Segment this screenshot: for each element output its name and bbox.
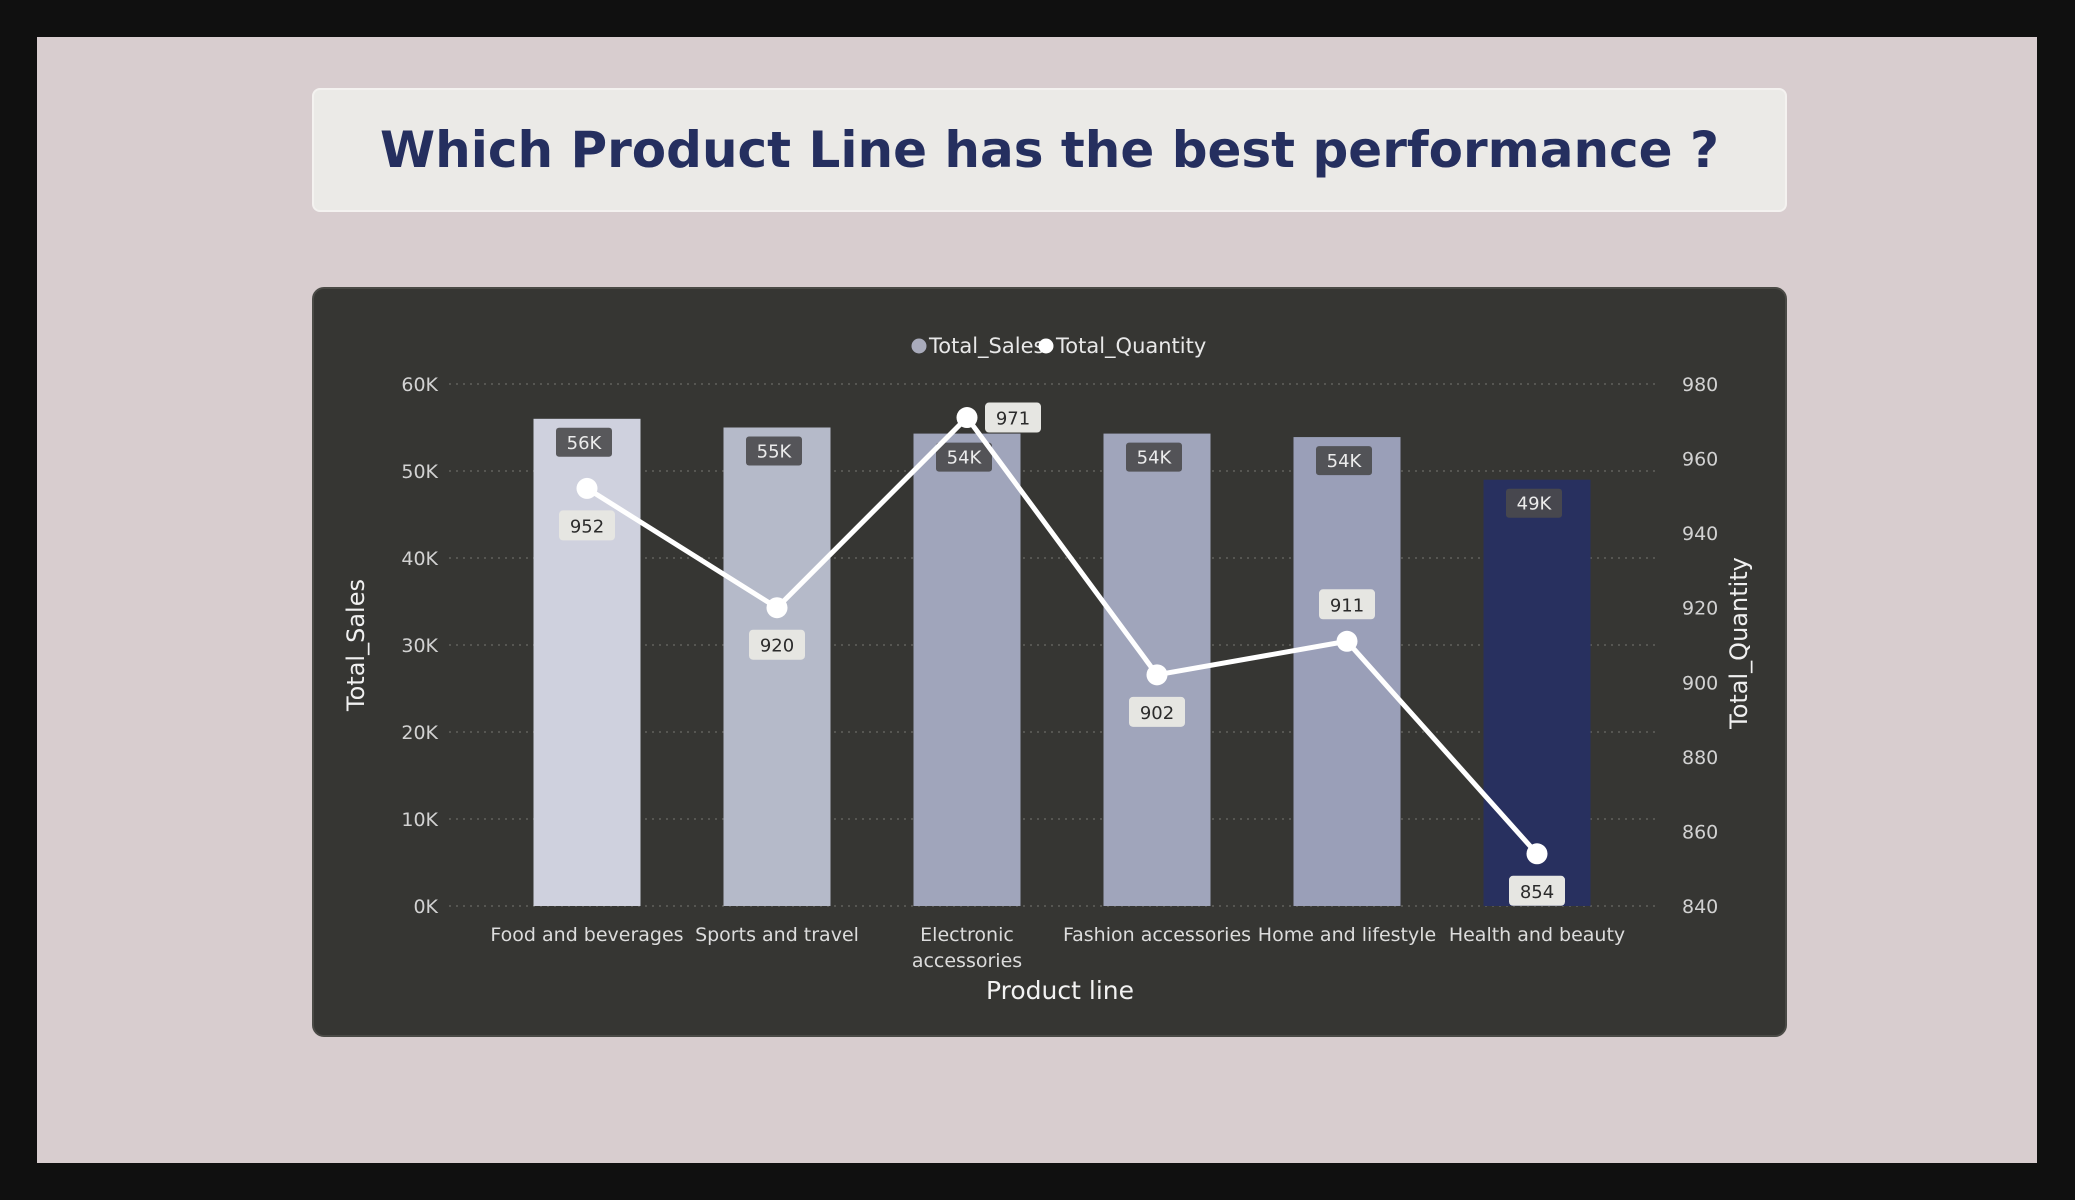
y-tick-label-right: 940 [1682,523,1718,545]
legend-label-total-quantity: Total_Quantity [1055,334,1206,359]
x-tick-label: Food and beverages [490,924,683,946]
line-data-label-box [559,510,615,541]
bar-data-label-box [936,442,992,472]
y-tick-label-right: 840 [1682,896,1718,918]
bar-data-label: 54K [1137,448,1173,469]
bar-total-sales[interactable] [723,427,831,907]
line-data-label-box [1319,589,1375,620]
y-tick-label-left: 30K [401,635,438,657]
bar-data-label-box [1126,442,1182,472]
line-data-label-box [985,402,1041,433]
line-data-label-box [749,629,805,660]
line-point-total-quantity[interactable] [1146,664,1168,686]
chart-panel: 0K 10K 20K 30K 40K 50K 60K 840 860 880 900 920 940 96… [312,287,1787,1037]
line-data-label: 854 [1520,882,1554,903]
line-point-total-quantity[interactable] [1336,630,1358,652]
y-tick-label-right: 960 [1682,449,1718,471]
x-tick-label: Health and beauty [1449,924,1625,946]
x-tick-label: Electronic [920,924,1014,946]
line-total-quantity [585,415,1539,856]
bar-data-label: 54K [1327,451,1363,472]
title-card: Which Product Line has the best performa… [312,88,1787,212]
combo-chart: 0K 10K 20K 30K 40K 50K 60K 840 860 880 900 920 940 96… [342,334,1753,1005]
x-axis-title: Product line [986,976,1134,1005]
x-tick-label: accessories [912,950,1022,972]
y-tick-label-left: 20K [401,722,438,744]
x-tick-label: Home and lifestyle [1258,924,1436,946]
bar-total-sales[interactable] [913,433,1021,906]
y-tick-label-left: 0K [413,896,438,918]
line-data-label: 952 [570,516,604,537]
x-tick-label: Fashion accessories [1063,924,1251,946]
line-point-total-quantity[interactable] [576,477,598,499]
bar-data-label: 54K [947,448,983,469]
y-tick-label-left: 50K [401,461,438,483]
legend-label-total-sales: Total_Sales [928,334,1044,359]
legend-marker-total-sales [911,338,927,354]
bar-data-label: 49K [1517,494,1553,515]
line-data-label: 902 [1140,703,1174,724]
line-data-label: 911 [1330,595,1364,616]
y-tick-label-left: 10K [401,809,438,831]
bar-data-label-box [746,436,802,466]
bar-data-label-box [1316,446,1372,476]
bar-total-sales[interactable] [533,418,641,906]
y-tick-label-right: 980 [1682,374,1718,396]
bar-data-label-box [556,427,612,457]
bar-data-label-box [1506,488,1562,518]
y-tick-label-right: 880 [1682,747,1718,769]
line-point-total-quantity[interactable] [1526,843,1548,865]
bar-data-label: 56K [567,433,603,454]
y-tick-label-left: 60K [401,374,438,396]
bar-total-sales[interactable] [1293,437,1401,906]
bar-total-sales[interactable] [1483,479,1591,906]
line-point-total-quantity[interactable] [956,407,978,429]
legend-marker-total-quantity [1038,338,1054,354]
line-data-label-box [1509,875,1565,906]
y-axis-title-right: Total_Quantity [1725,557,1753,730]
page-title: Which Product Line has the best performa… [379,121,1720,179]
y-tick-label-left: 40K [401,548,438,570]
y-tick-label-right: 920 [1682,598,1718,620]
y-tick-label-right: 900 [1682,672,1718,694]
y-tick-label-right: 860 [1682,821,1718,843]
line-data-label-box [1129,696,1185,727]
y-axis-title-left: Total_Sales [342,579,370,712]
x-tick-label: Sports and travel [695,924,859,946]
line-data-label: 971 [996,409,1030,430]
line-point-total-quantity[interactable] [766,597,788,619]
bar-data-label: 55K [757,442,793,463]
line-data-label: 920 [760,636,794,657]
